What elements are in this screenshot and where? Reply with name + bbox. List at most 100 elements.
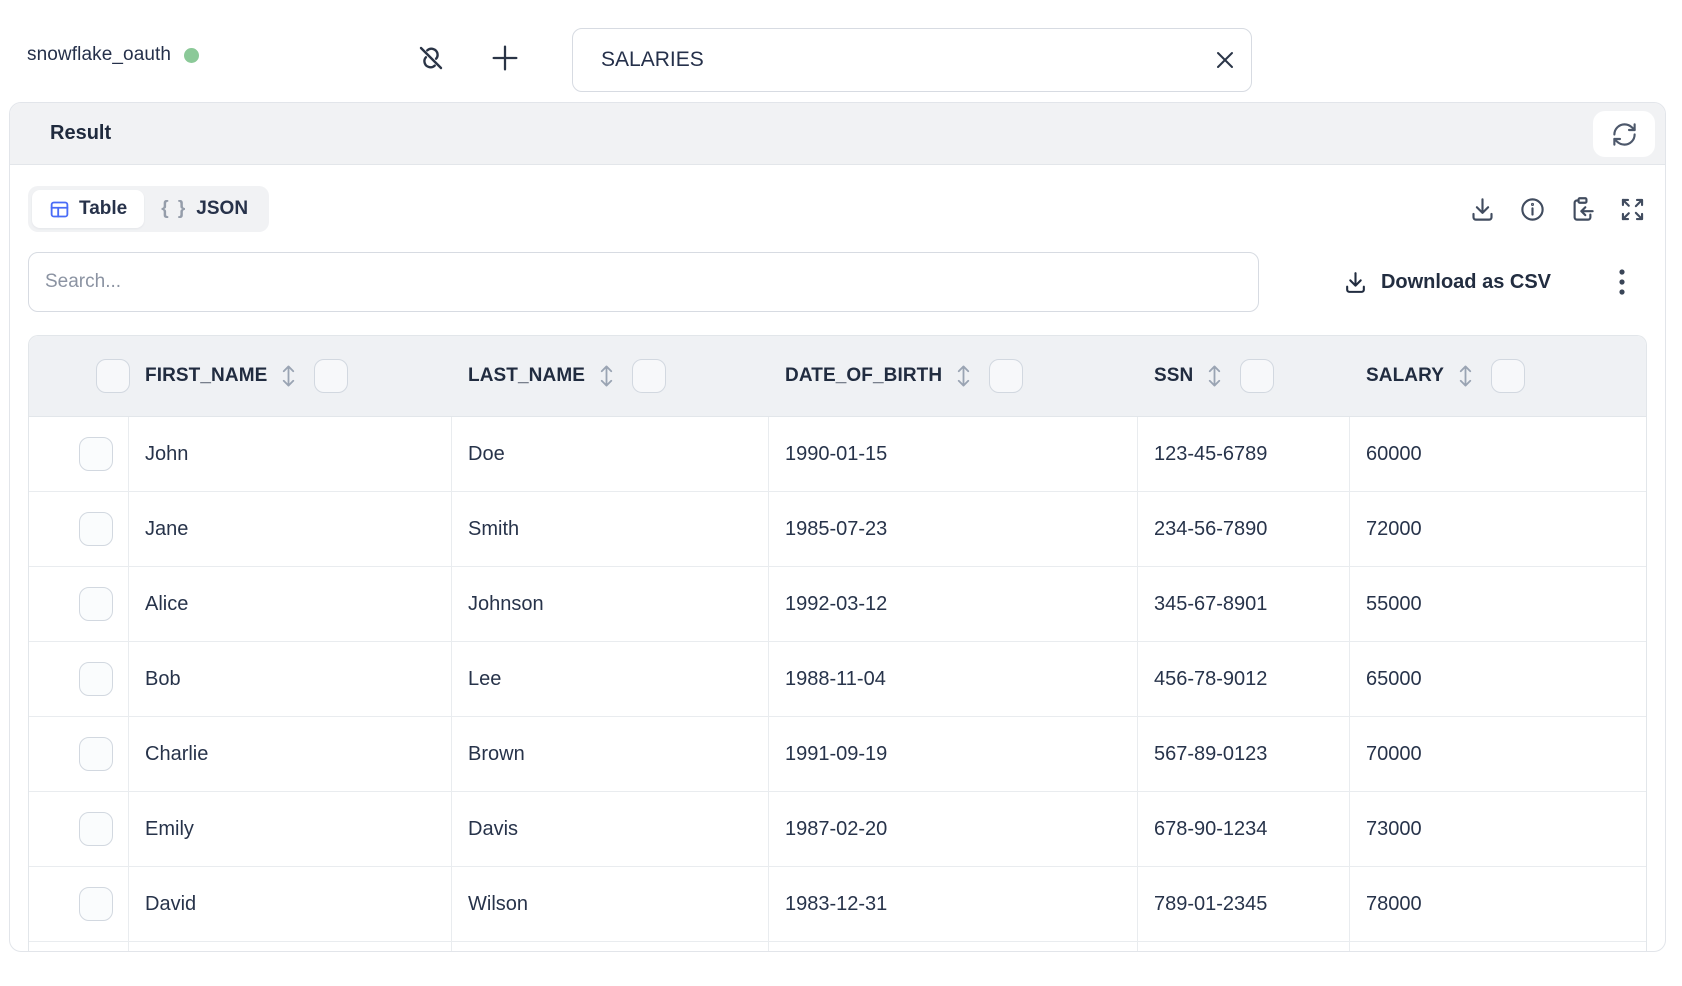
clear-table-name-button[interactable] [1199, 29, 1251, 91]
connection-status-dot [184, 47, 200, 63]
column-header-salary: SALARY [1350, 336, 1646, 416]
sort-icon[interactable] [598, 363, 615, 389]
table-grid-icon [50, 201, 69, 217]
result-table: FIRST_NAME LAST_NAME DATE_OF_BIRTH SSN SALAR… [28, 335, 1647, 951]
row-select-cell [29, 792, 129, 866]
column-checkbox[interactable] [1240, 359, 1275, 393]
cell-salary: 72000 [1366, 517, 1422, 540]
column-label: SSN [1154, 365, 1194, 386]
cell-ssn: 678-90-1234 [1138, 792, 1350, 866]
column-header-last_name: LAST_NAME [452, 336, 769, 416]
table-row: Bob Lee 1988-11-04 456-78-9012 65000 [29, 642, 1646, 717]
cell-salary: 73000 [1366, 817, 1422, 840]
column-checkbox[interactable] [314, 359, 349, 393]
table-name-field [572, 28, 1252, 92]
cell-date_of_birth: 1988-11-04 [769, 642, 1138, 716]
cell-first_name: Charlie [129, 717, 452, 791]
row-checkbox[interactable] [79, 437, 113, 471]
row-select-cell [29, 642, 129, 716]
table-row: John Doe 1990-01-15 123-45-6789 60000 [29, 417, 1646, 492]
table-name-input[interactable] [573, 29, 1199, 91]
tab-table-label: Table [79, 198, 128, 219]
row-select-cell [29, 417, 129, 491]
column-label: LAST_NAME [468, 365, 586, 386]
info-button[interactable] [1517, 194, 1547, 224]
column-label: FIRST_NAME [145, 365, 268, 386]
cell-date_of_birth: 1991-09-19 [769, 717, 1138, 791]
cell-first_name: Bob [129, 642, 452, 716]
cell-salary: 60000 [1366, 442, 1422, 465]
column-checkbox[interactable] [1491, 359, 1526, 393]
download-icon [1346, 271, 1365, 293]
table-row-partial [29, 942, 1646, 951]
row-select-cell [29, 867, 129, 941]
tab-table[interactable]: Table [32, 190, 145, 228]
select-all-checkbox[interactable] [96, 359, 130, 393]
refresh-icon [1612, 122, 1636, 146]
cell-date_of_birth: 1983-12-31 [769, 867, 1138, 941]
result-tool-icons [1467, 194, 1647, 224]
column-header-ssn: SSN [1138, 336, 1350, 416]
column-checkbox[interactable] [632, 359, 667, 393]
cell-salary: 70000 [1366, 742, 1422, 765]
cell-last_name: Brown [452, 717, 769, 791]
row-checkbox[interactable] [79, 512, 113, 546]
expand-fullscreen-button[interactable] [1617, 194, 1647, 224]
cell-last_name: Wilson [452, 867, 769, 941]
row-checkbox[interactable] [79, 662, 113, 696]
cell-date_of_birth [769, 942, 1138, 951]
column-header-first_name: FIRST_NAME [129, 336, 452, 416]
sort-icon[interactable] [955, 363, 972, 389]
download-result-button[interactable] [1467, 194, 1497, 224]
sort-icon[interactable] [1206, 363, 1223, 389]
cell-salary: 55000 [1366, 592, 1422, 615]
more-options-button[interactable] [1609, 265, 1635, 299]
row-checkbox[interactable] [79, 812, 113, 846]
row-select-cell [29, 567, 129, 641]
select-all-cell [29, 336, 130, 416]
table-header-row: FIRST_NAME LAST_NAME DATE_OF_BIRTH SSN SALAR… [29, 336, 1646, 417]
row-select-cell [29, 942, 129, 951]
cell-date_of_birth: 1987-02-20 [769, 792, 1138, 866]
connection-topbar: snowflake_oauth [0, 0, 1682, 102]
column-checkbox[interactable] [989, 359, 1024, 393]
tab-json[interactable]: { } JSON [144, 190, 265, 228]
row-checkbox[interactable] [79, 587, 113, 621]
row-checkbox[interactable] [79, 737, 113, 771]
cell-ssn: 234-56-7890 [1138, 492, 1350, 566]
cell-first_name [129, 942, 452, 951]
table-row: Alice Johnson 1992-03-12 345-67-8901 55000 [29, 567, 1646, 642]
cell-ssn: 456-78-9012 [1138, 642, 1350, 716]
add-tab-button[interactable] [487, 40, 523, 76]
unlink-button[interactable] [413, 40, 449, 76]
clipboard-paste-icon [1573, 196, 1594, 221]
row-checkbox[interactable] [79, 887, 113, 921]
sort-icon[interactable] [280, 363, 297, 389]
cell-date_of_birth: 1985-07-23 [769, 492, 1138, 566]
cell-first_name: David [129, 867, 452, 941]
view-tabs: Table { } JSON [28, 186, 270, 232]
result-header: Result [10, 103, 1665, 165]
expand-icon [1621, 198, 1643, 220]
column-header-date_of_birth: DATE_OF_BIRTH [769, 336, 1138, 416]
table-body: John Doe 1990-01-15 123-45-6789 60000 Jane Smi… [29, 417, 1646, 951]
search-input[interactable] [28, 252, 1259, 312]
table-row: David Wilson 1983-12-31 789-01-2345 78000 [29, 867, 1646, 942]
copy-to-clipboard-button[interactable] [1567, 194, 1597, 224]
cell-salary [1350, 942, 1646, 951]
cell-last_name [452, 942, 769, 951]
cell-ssn [1138, 942, 1350, 951]
plus-icon [492, 45, 518, 71]
cell-first_name: Jane [129, 492, 452, 566]
table-toolbar: Download as CSV [28, 252, 1647, 312]
kebab-menu-icon [1619, 269, 1625, 295]
download-csv-button[interactable]: Download as CSV [1343, 270, 1551, 295]
tab-json-label: JSON [196, 198, 249, 219]
sort-icon[interactable] [1457, 363, 1474, 389]
refresh-button[interactable] [1593, 111, 1655, 157]
cell-last_name: Johnson [452, 567, 769, 641]
clear-x-icon [1217, 52, 1233, 68]
info-icon [1520, 197, 1544, 221]
table-row: Emily Davis 1987-02-20 678-90-1234 73000 [29, 792, 1646, 867]
